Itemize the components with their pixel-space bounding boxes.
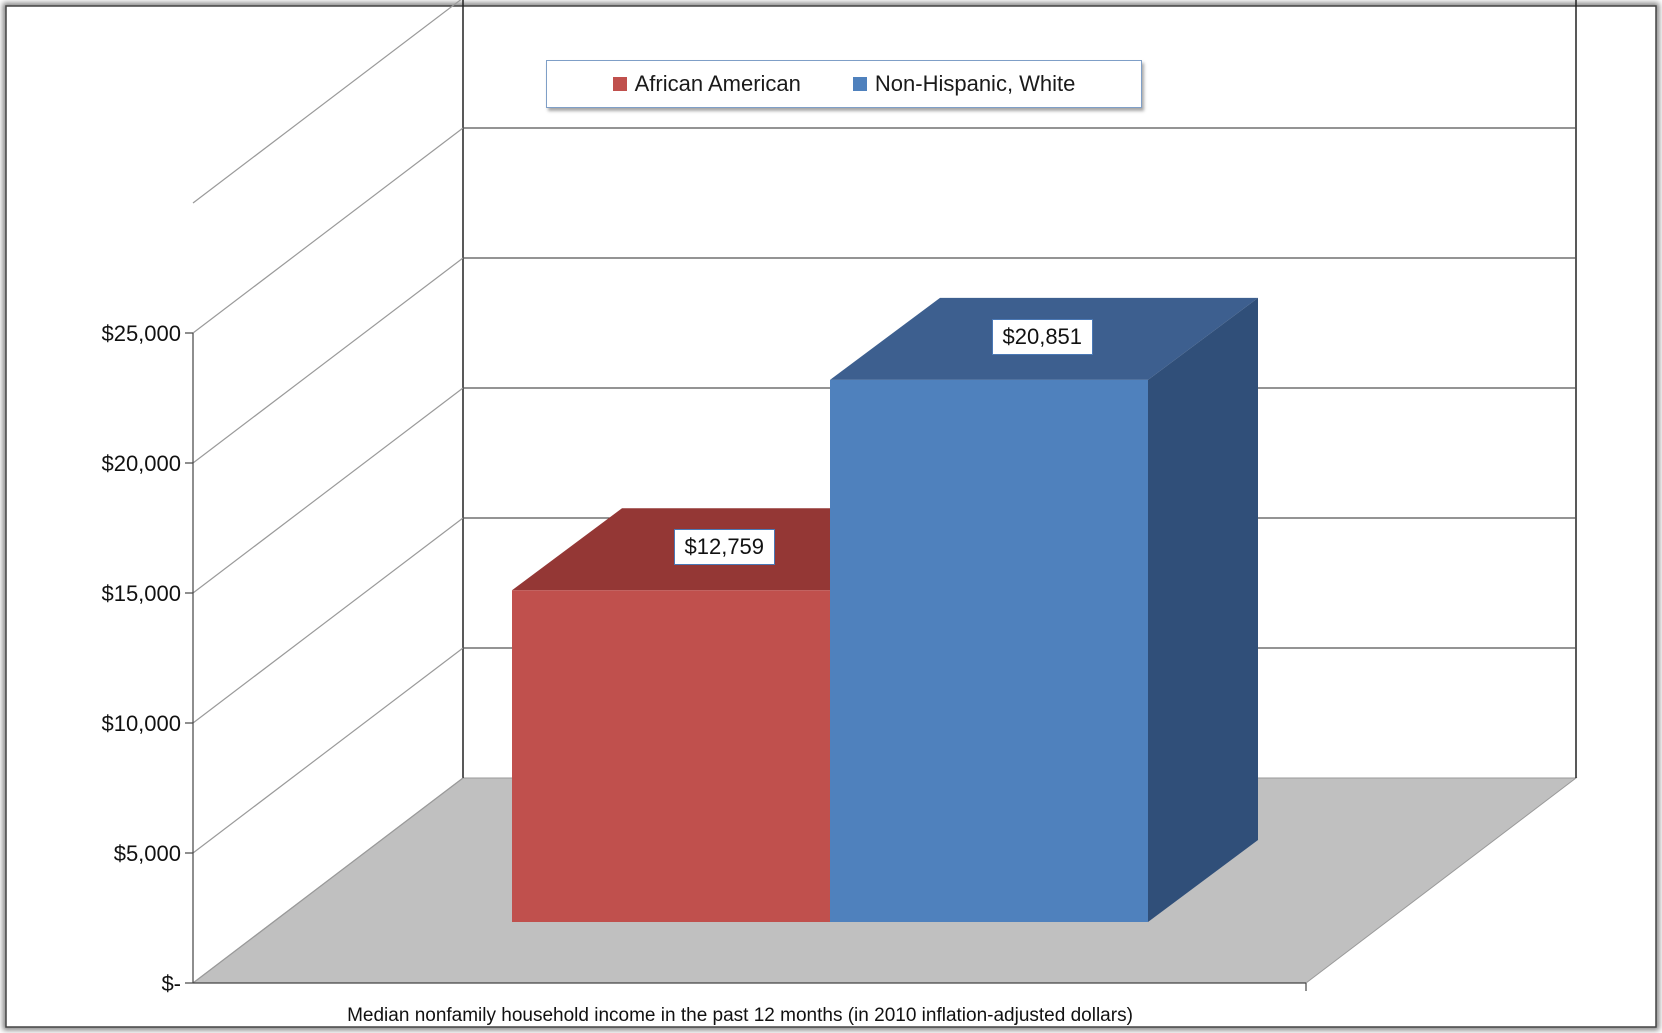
legend-label-african-american: African American — [634, 71, 801, 96]
y-tick-label-1: $5,000 — [114, 841, 181, 866]
side-gridline-2 — [192, 517, 464, 724]
side-gridline-5 — [192, 127, 464, 334]
bar-front-0 — [512, 590, 830, 922]
legend-label-non-hispanic-white: Non-Hispanic, White — [874, 71, 1076, 96]
side-gridline-4 — [192, 257, 464, 464]
data-label-non-hispanic-white: $20,851 — [991, 318, 1094, 355]
y-tick-label-2: $10,000 — [101, 711, 181, 736]
side-gridline-1 — [192, 647, 464, 854]
data-label-african-american: $12,759 — [673, 529, 776, 566]
side-gridline-6 — [192, 0, 462, 204]
legend: African American Non-Hispanic, White — [546, 60, 1142, 108]
plot-area: $- $5,000 $10,000 $15,000 $20,000 $25,000 Medi… — [101, 0, 1578, 1026]
legend-item-african-american: African American — [612, 71, 801, 97]
side-gridline-0 — [192, 777, 464, 984]
side-gridline-3 — [192, 387, 464, 594]
x-axis-label: Median nonfamily household income in the… — [347, 1005, 1133, 1026]
y-tick-label-5: $25,000 — [101, 321, 181, 346]
y-tick-label-4: $20,000 — [101, 451, 181, 476]
legend-swatch-african-american — [612, 77, 627, 91]
bar-front-1 — [830, 379, 1148, 922]
legend-swatch-non-hispanic-white — [852, 77, 867, 91]
y-tick-label-0: $- — [161, 971, 181, 996]
y-tick-label-3: $15,000 — [101, 581, 181, 606]
legend-item-non-hispanic-white: Non-Hispanic, White — [852, 71, 1076, 97]
bar-side-1 — [1148, 297, 1258, 922]
